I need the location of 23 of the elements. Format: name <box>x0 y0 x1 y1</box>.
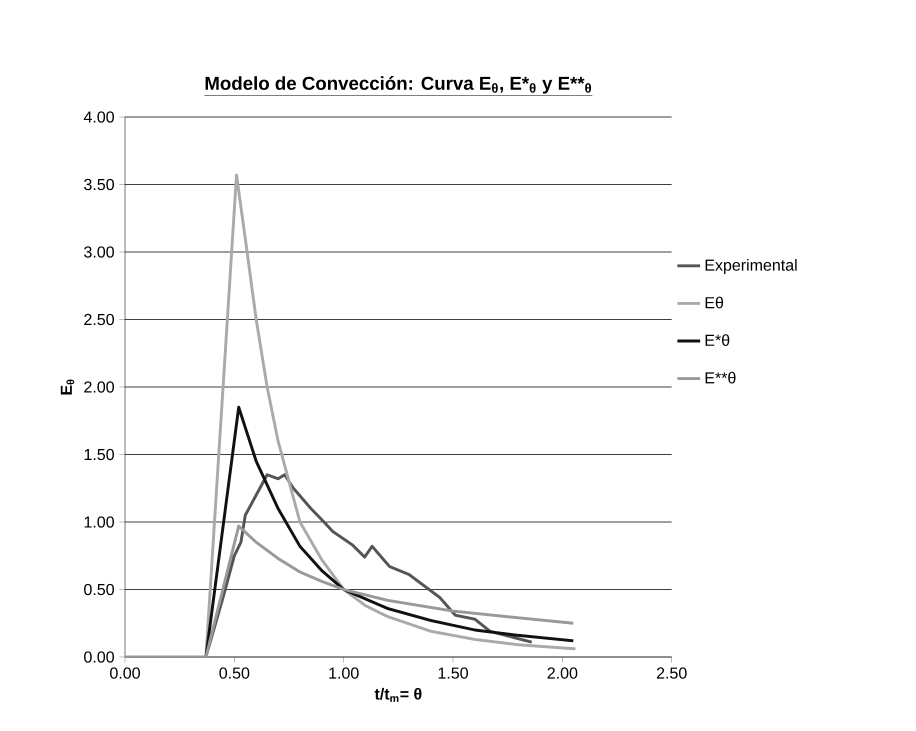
legend-label: Eθ <box>706 296 724 308</box>
y-tick-label: 3.50 <box>84 178 114 190</box>
x-tick-label: 1.00 <box>329 667 359 679</box>
x-tick-label: 2.00 <box>548 667 578 679</box>
y-tick-label: 2.50 <box>84 314 114 326</box>
legend-label: E*θ <box>706 334 730 346</box>
legend-label: Experimental <box>706 259 797 274</box>
x-tick-label: 1.50 <box>438 667 468 679</box>
y-tick-label: 1.50 <box>84 448 114 460</box>
x-tick-label: 0.00 <box>110 667 140 679</box>
y-tick-label: 4.00 <box>84 111 114 123</box>
legend-label: E**θ <box>706 372 736 384</box>
y-tick-label: 2.00 <box>84 381 114 393</box>
line-series <box>125 524 575 657</box>
chart-title: Modelo de Convección: Curva E$_{θ}$, E*$_{θ}$ y E**$_{θ}$ <box>206 76 592 94</box>
x-tick-label: 2.50 <box>656 667 687 679</box>
x-axis-title: t/t$_{m}$= θ <box>374 688 422 702</box>
y-tick-label: 0.00 <box>84 651 114 663</box>
y-axis-title: E$_{θ}$ <box>60 380 74 394</box>
y-tick-label: 3.00 <box>84 246 114 258</box>
x-tick-label: 0.50 <box>219 667 250 679</box>
y-tick-label: 0.50 <box>84 584 114 596</box>
y-tick-label: 1.00 <box>84 516 114 528</box>
